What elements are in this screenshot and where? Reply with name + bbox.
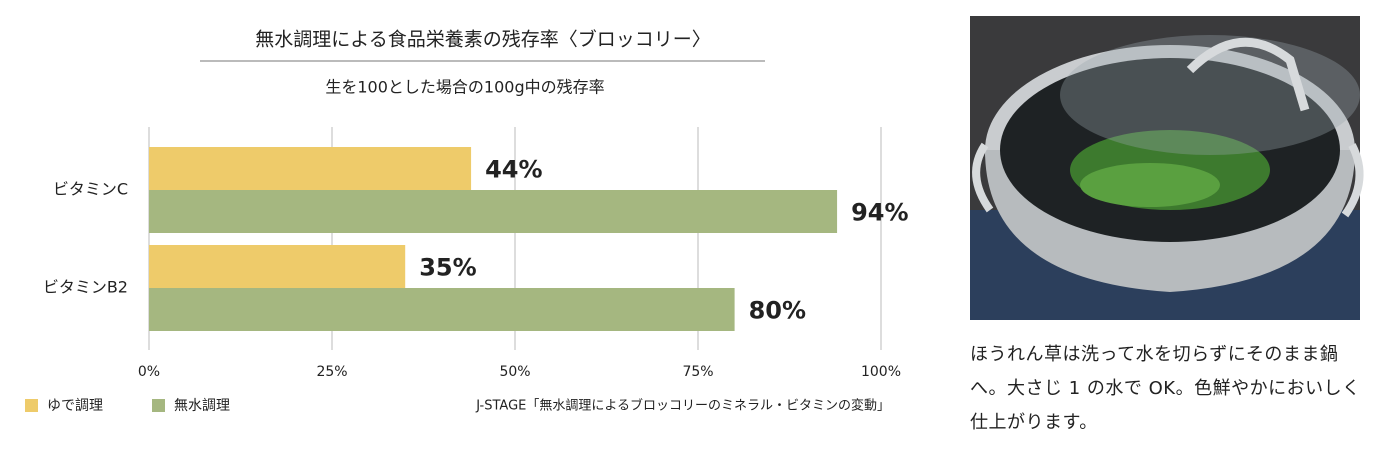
legend-label: ゆで調理 (47, 398, 103, 414)
value-label: 80% (749, 297, 806, 325)
photo (970, 16, 1364, 320)
legend-label: 無水調理 (174, 398, 230, 414)
value-label: 35% (419, 254, 476, 282)
x-tick-label: 50% (499, 364, 530, 380)
bar (149, 288, 735, 331)
x-tick-label: 75% (682, 364, 713, 380)
y-tick-label: ビタミンC (53, 180, 128, 199)
legend-swatch (152, 399, 165, 412)
x-tick-label: 25% (316, 364, 347, 380)
x-tick-label: 100% (861, 364, 901, 380)
source: J-STAGE「無水調理によるブロッコリーのミネラル・ビタミンの変動」 (475, 398, 890, 414)
y-tick-label: ビタミンB2 (43, 278, 128, 297)
bar (149, 147, 472, 190)
caption: ほうれん草は洗って水を切らずにそのまま鍋へ。大さじ 1 の水で OK。色鮮やかに… (970, 344, 1361, 433)
value-label: 94% (851, 199, 908, 227)
bar (149, 190, 838, 233)
value-label: 44% (485, 156, 542, 184)
chart-title: 無水調理による食品栄養素の残存率〈ブロッコリー〉 (255, 28, 710, 51)
chart-subtitle: 生を100とした場合の100g中の残存率 (325, 78, 604, 97)
legend-swatch (25, 399, 38, 412)
bar (149, 245, 406, 288)
x-tick-label: 0% (138, 364, 160, 380)
